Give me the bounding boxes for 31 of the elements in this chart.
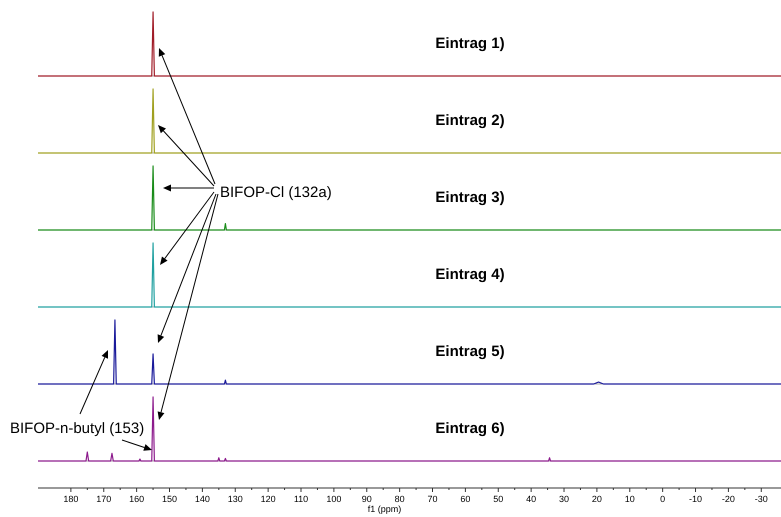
x-tick-label: 20 xyxy=(592,494,602,504)
x-tick-label: 30 xyxy=(559,494,570,504)
x-tick-label: 120 xyxy=(260,494,276,504)
x-tick-label: 40 xyxy=(526,494,536,504)
x-tick-label: 70 xyxy=(428,494,438,504)
x-tick-label: -10 xyxy=(689,494,702,504)
text: Eintrag 3) xyxy=(435,189,505,206)
x-tick-label: 90 xyxy=(362,494,372,504)
x-axis-title: f1 (ppm) xyxy=(368,504,402,514)
x-tick-label: -20 xyxy=(722,494,735,504)
x-tick-label: 140 xyxy=(194,494,210,504)
x-tick-label: 60 xyxy=(460,494,470,504)
x-tick-label: 0 xyxy=(660,494,666,504)
x-tick-label: 80 xyxy=(394,494,405,504)
x-tick-label: 160 xyxy=(129,494,144,504)
text: Eintrag 6) xyxy=(435,420,505,437)
text: Eintrag 1) xyxy=(435,35,505,52)
x-tick-label: 150 xyxy=(162,494,178,504)
x-tick-label: 50 xyxy=(493,494,504,504)
text: Eintrag 4) xyxy=(435,266,505,283)
x-tick-label: -30 xyxy=(754,494,768,504)
x-tick-label: 130 xyxy=(228,494,243,504)
x-tick-label: 100 xyxy=(326,494,342,504)
annotation: BIFOP-Cl (132a) xyxy=(220,184,332,201)
x-tick-label: 10 xyxy=(624,494,635,504)
annotation: BIFOP-n-butyl (153) xyxy=(10,420,144,437)
x-tick-label: 170 xyxy=(96,494,112,504)
text: Eintrag 2) xyxy=(435,112,505,129)
x-tick-label: 110 xyxy=(294,494,308,504)
text: Eintrag 5) xyxy=(435,343,505,360)
x-tick-label: 180 xyxy=(63,494,78,504)
